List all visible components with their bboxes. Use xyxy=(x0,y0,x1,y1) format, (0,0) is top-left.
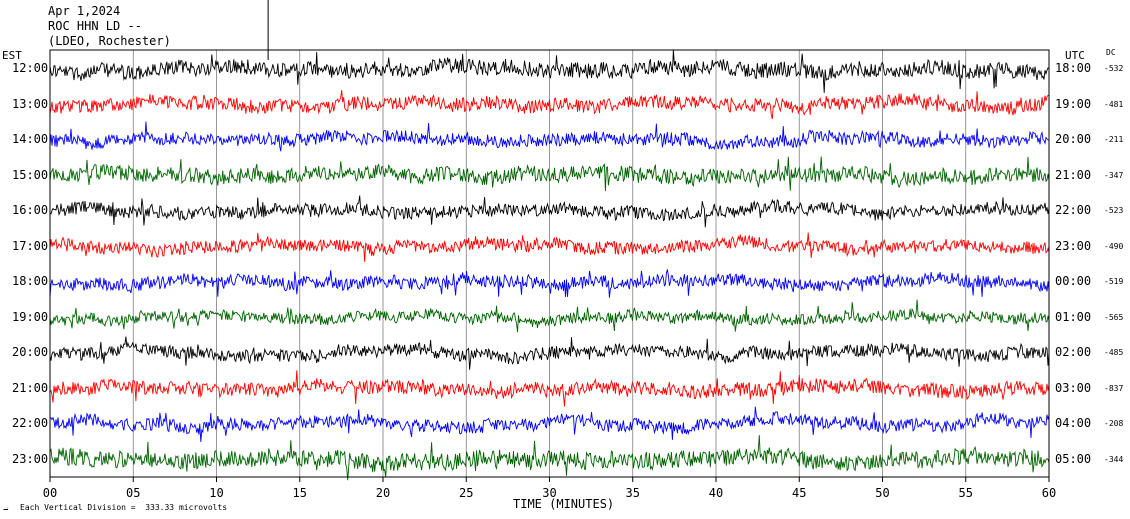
utc-time-label: 05:00 xyxy=(1055,451,1092,466)
dc-column-header: DC xyxy=(1106,48,1116,57)
x-tick-label: 45 xyxy=(792,486,807,500)
trace-1600 xyxy=(49,195,1050,228)
local-time-label: 13:00 xyxy=(12,96,49,111)
x-tick-label: 05 xyxy=(126,486,141,500)
x-tick-label: 35 xyxy=(625,486,640,500)
trace-2200 xyxy=(49,406,1050,442)
minute-gridlines xyxy=(132,50,967,477)
utc-time-label: 01:00 xyxy=(1055,309,1092,324)
dc-offset-label: -519 xyxy=(1104,277,1124,286)
utc-time-label: 03:00 xyxy=(1055,380,1092,395)
trace-1700 xyxy=(49,232,1050,262)
trace-2300 xyxy=(49,435,1050,481)
dc-offset-label: -481 xyxy=(1104,99,1124,109)
dc-offset-label: -208 xyxy=(1104,419,1124,428)
trace-2000 xyxy=(49,336,1050,370)
dc-offset-label: -490 xyxy=(1104,241,1124,251)
local-time-label: 23:00 xyxy=(12,451,49,466)
x-tick-label: 40 xyxy=(708,486,724,500)
x-tick-label: 00 xyxy=(42,486,58,500)
seismic-traces xyxy=(49,0,1050,481)
scale-icon: ⧡ xyxy=(3,504,9,512)
local-time-label: 17:00 xyxy=(12,238,49,253)
dc-offset-label: -532 xyxy=(1104,64,1124,73)
x-tick-label: 10 xyxy=(209,486,224,500)
dc-offset-label: -837 xyxy=(1104,383,1124,393)
utc-time-label: 02:00 xyxy=(1055,345,1092,359)
x-tick-label: 25 xyxy=(459,486,474,500)
trace-1900 xyxy=(49,299,1050,333)
left-timezone-label: EST xyxy=(2,49,22,62)
network-location: (LDEO, Rochester) xyxy=(48,34,171,48)
trace-1400 xyxy=(49,121,1050,152)
dc-offset-label: -485 xyxy=(1104,348,1124,357)
plot-date: Apr 1,2024 xyxy=(48,4,121,18)
x-axis-ticks xyxy=(49,477,1050,482)
dc-offset-label: -565 xyxy=(1104,312,1124,322)
local-time-label: 15:00 xyxy=(12,167,49,182)
x-tick-label: 50 xyxy=(875,486,890,500)
x-tick-label: 55 xyxy=(958,486,973,500)
vertical-scale-note: Each Vertical Division = 333.33 microvol… xyxy=(20,503,228,512)
utc-time-label: 04:00 xyxy=(1055,416,1092,430)
dc-offset-label: -347 xyxy=(1104,170,1124,180)
x-tick-label: 30 xyxy=(542,486,557,500)
local-time-label: 18:00 xyxy=(12,274,49,288)
trace-2100 xyxy=(49,370,1050,407)
x-axis-title: TIME (MINUTES) xyxy=(513,497,615,511)
local-time-label: 20:00 xyxy=(12,345,49,359)
local-time-label: 19:00 xyxy=(12,309,49,324)
trace-1500 xyxy=(49,156,1050,192)
dc-offset-label: -211 xyxy=(1104,135,1124,144)
dc-offset-label: -523 xyxy=(1104,206,1124,215)
x-tick-label: 60 xyxy=(1041,486,1057,500)
utc-time-label: 18:00 xyxy=(1055,61,1092,75)
utc-time-label: 21:00 xyxy=(1055,167,1092,182)
utc-time-label: 20:00 xyxy=(1055,132,1092,146)
local-time-label: 12:00 xyxy=(12,61,49,75)
utc-time-label: 23:00 xyxy=(1055,238,1092,253)
x-tick-label: 20 xyxy=(375,486,391,500)
trace-1300 xyxy=(49,90,1049,120)
local-time-label: 22:00 xyxy=(12,416,49,430)
trace-1200 xyxy=(49,49,1050,93)
utc-time-label: 22:00 xyxy=(1055,203,1092,217)
utc-time-label: 00:00 xyxy=(1055,274,1092,288)
x-tick-label: 15 xyxy=(292,486,307,500)
trace-1800 xyxy=(49,269,1050,298)
dc-offset-label: -344 xyxy=(1104,454,1124,464)
utc-time-label: 19:00 xyxy=(1055,96,1092,111)
local-time-label: 21:00 xyxy=(12,380,49,395)
station-channel: ROC HHN LD -- xyxy=(48,19,142,33)
local-time-label: 14:00 xyxy=(12,132,49,146)
right-timezone-label: UTC xyxy=(1065,49,1085,62)
local-time-label: 16:00 xyxy=(12,203,49,217)
